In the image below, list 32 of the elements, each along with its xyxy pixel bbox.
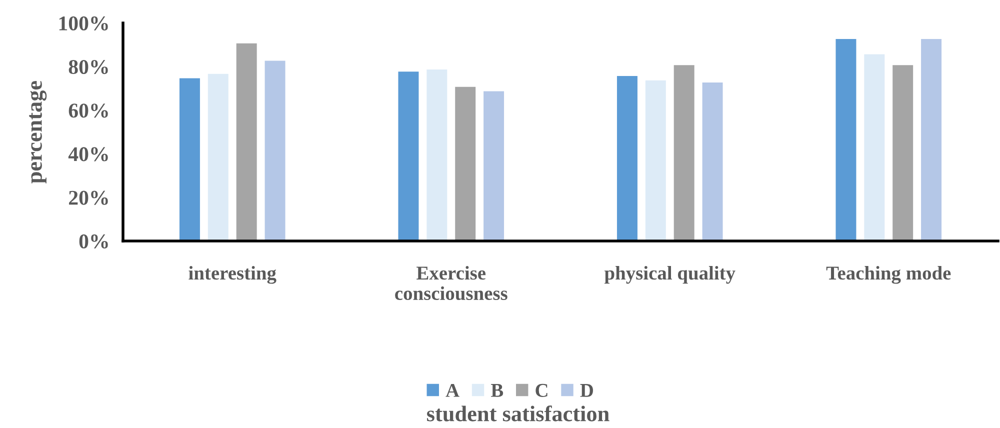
y-tick-label: 40% — [68, 147, 108, 162]
bar — [454, 86, 477, 241]
bar — [644, 78, 668, 241]
legend-label: D — [580, 384, 593, 397]
bar — [862, 52, 886, 241]
bar — [672, 64, 696, 241]
bar — [482, 90, 506, 241]
bar — [616, 74, 639, 241]
bar — [891, 64, 914, 241]
bar — [396, 70, 420, 241]
legend-label: B — [490, 384, 504, 397]
x-tick-label: Exercise consciousness — [395, 266, 508, 300]
y-tick-label: 20% — [69, 190, 108, 205]
y-tick-label: 60% — [68, 104, 108, 118]
text: student satisfaction — [427, 405, 610, 422]
bar — [700, 81, 724, 241]
bar — [206, 72, 230, 241]
x-tick-label: physical quality — [604, 266, 736, 284]
x-tick-label: Teaching mode — [826, 266, 951, 284]
y-tick-label: 0% — [79, 234, 108, 248]
legend-label: A — [446, 384, 460, 397]
x-tick-label: interesting — [188, 266, 276, 284]
y-axis-title: percentage — [29, 80, 47, 184]
y-tick-label: 80% — [68, 60, 108, 74]
y-tick-label: 100% — [59, 16, 108, 30]
bar — [263, 59, 287, 241]
bar — [425, 68, 449, 241]
bar — [178, 76, 202, 241]
bar — [234, 42, 258, 241]
bar — [834, 38, 858, 241]
legend-label: C — [536, 384, 548, 397]
bar — [920, 38, 943, 241]
